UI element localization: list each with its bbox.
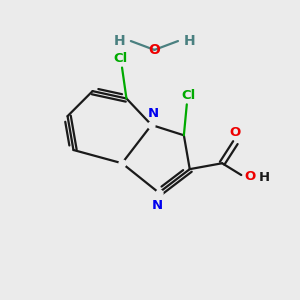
Text: N: N (148, 107, 159, 120)
Text: H: H (184, 34, 196, 48)
Text: Cl: Cl (113, 52, 128, 65)
Text: N: N (152, 199, 163, 212)
Text: O: O (230, 126, 241, 139)
Text: O: O (244, 170, 256, 183)
Text: Cl: Cl (181, 89, 195, 102)
Text: O: O (148, 44, 160, 58)
Text: H: H (259, 172, 270, 184)
Text: H: H (113, 34, 125, 48)
